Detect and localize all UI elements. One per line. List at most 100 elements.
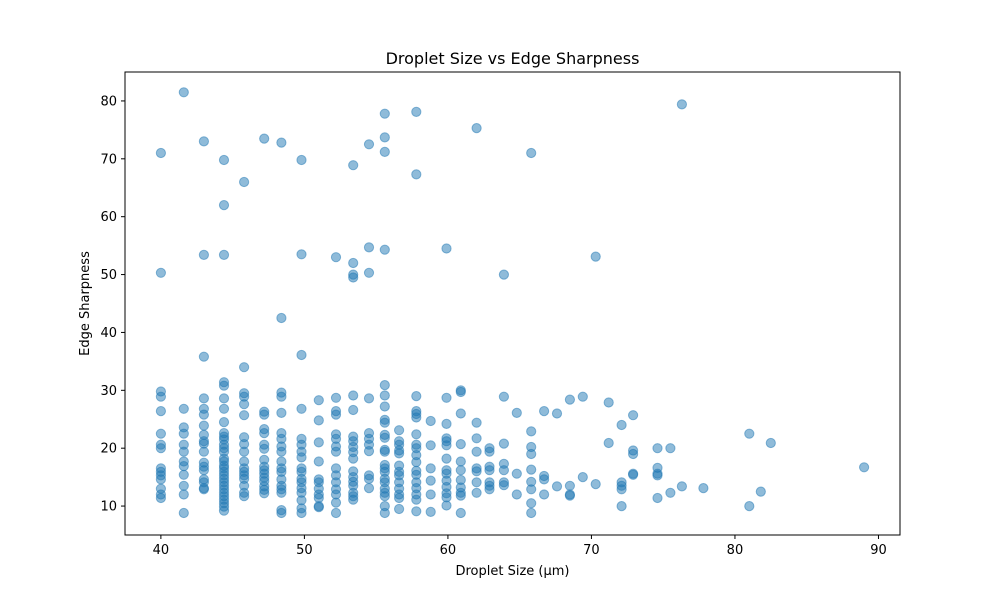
data-point [155,406,166,417]
data-point [363,473,375,484]
data-point [276,487,287,498]
data-point [471,123,482,134]
data-point [564,394,576,405]
data-point [441,243,452,254]
data-point [313,415,324,426]
data-point [155,147,166,159]
data-point [379,108,390,119]
data-point [526,507,537,519]
data-point [455,386,466,398]
data-point [379,432,390,443]
data-point [198,351,209,362]
data-point [330,507,342,519]
data-point [455,408,466,419]
data-point [471,433,482,444]
data-point [178,480,189,491]
data-points [155,87,870,519]
data-point [455,465,466,476]
data-point [296,349,307,361]
data-point [551,408,563,419]
data-point [178,428,189,439]
data-point [484,484,495,495]
x-tick-label: 70 [583,543,600,558]
x-tick-label: 90 [870,543,887,558]
data-point [313,437,324,448]
data-point [628,448,639,460]
data-point [276,446,287,457]
data-point [455,439,466,450]
data-point [363,139,375,150]
x-axis-ticks: 40 50 60 70 80 90 [153,535,887,558]
data-point [218,417,230,428]
data-point [155,443,166,454]
data-point [178,446,189,457]
data-point [198,393,209,404]
y-axis-label: Edge Sharpness [78,251,93,356]
data-point [425,415,436,427]
data-point [379,244,390,255]
data-point [471,477,482,488]
data-point [379,507,390,519]
data-point [744,501,755,512]
data-point [394,492,405,504]
data-point [363,393,375,404]
data-point [363,242,375,253]
data-point [218,403,230,414]
data-point [379,401,390,412]
data-point [198,446,209,457]
data-point [765,437,776,449]
data-point [198,465,209,476]
data-point [394,425,405,436]
data-point [239,176,250,188]
data-point [239,446,250,457]
y-tick-label: 50 [100,268,117,283]
data-point [665,443,676,454]
data-point [330,252,342,263]
data-point [577,391,588,402]
data-point [471,487,482,498]
data-point [441,500,452,511]
data-point [484,446,495,457]
data-point [259,133,270,144]
data-point [441,418,452,429]
data-point [511,407,522,418]
data-point [379,417,390,428]
data-point [218,505,230,516]
data-point [276,137,287,148]
data-point [590,479,601,490]
data-point [198,249,209,260]
data-point [441,392,452,403]
data-point [276,391,287,402]
data-point [178,461,189,472]
data-point [441,453,452,464]
data-point [511,489,522,500]
data-point [498,438,509,449]
data-point [218,380,230,391]
data-point [348,453,359,464]
data-point [471,466,482,477]
data-point [379,146,390,157]
data-point [394,503,405,515]
data-point [652,443,663,454]
data-point [411,412,422,423]
data-point [425,489,436,500]
data-point [603,397,614,408]
data-point [178,403,189,414]
data-point [471,446,482,457]
y-tick-label: 20 [100,442,117,457]
data-point [155,492,166,504]
data-point [296,154,307,166]
data-point [178,469,189,480]
data-point [564,480,576,491]
data-point [698,483,709,494]
data-point [379,132,390,143]
data-point [313,502,324,513]
data-point [178,87,189,98]
data-point [526,464,537,475]
data-point [394,448,405,459]
data-point [348,257,359,269]
data-point [259,409,270,420]
data-point [455,490,466,501]
data-point [313,395,324,406]
data-point [296,403,307,414]
